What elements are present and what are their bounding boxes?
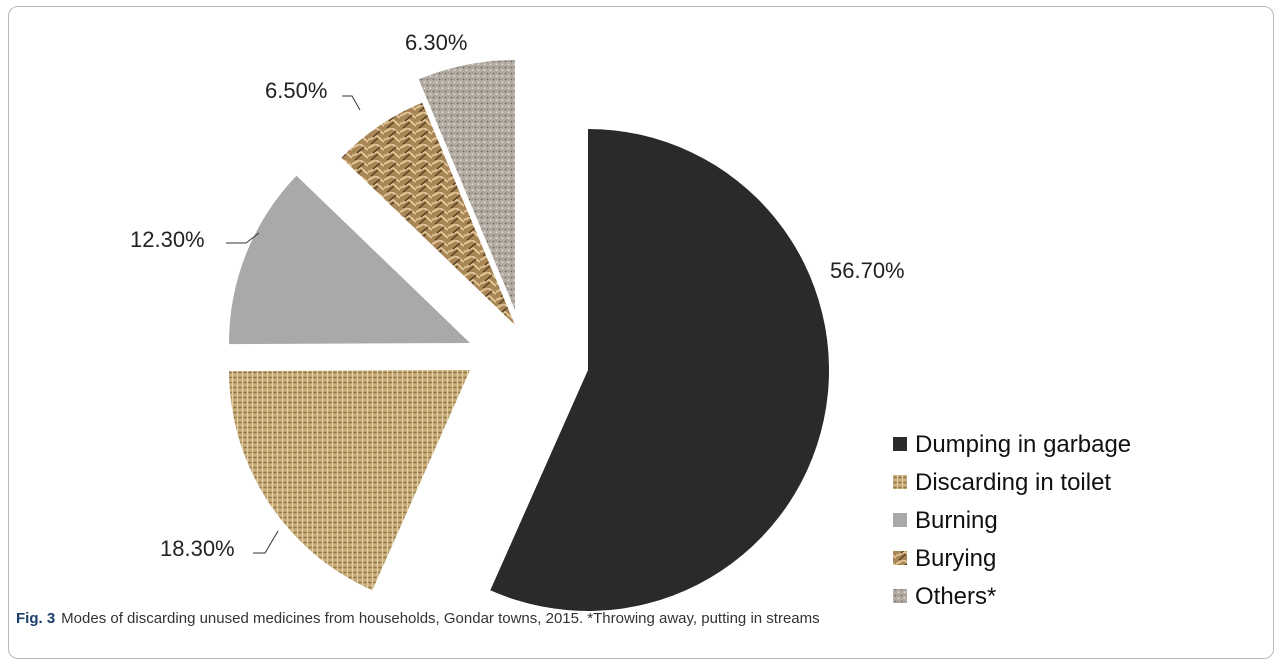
chart-legend: Dumping in garbage Discarding in toilet Bu…	[893, 431, 1131, 610]
legend-label-burning: Burning	[915, 507, 998, 534]
leader-line-burning	[226, 232, 260, 244]
slice-label-others: 6.30%	[405, 30, 467, 55]
figure-label: Fig. 3	[16, 610, 56, 627]
figure-caption: Fig. 3 Modes of discarding unused medicin…	[16, 610, 1266, 627]
slice-label-burning: 12.30%	[130, 227, 205, 252]
legend-swatch-discarding-in-toilet	[893, 475, 907, 489]
legend-label-dumping-in-garbage: Dumping in garbage	[915, 431, 1131, 458]
legend-swatch-dumping-in-garbage	[893, 437, 907, 451]
leader-line-discarding-in-toilet	[253, 530, 279, 554]
pie-slice-burying	[341, 102, 515, 325]
slice-label-burying: 6.50%	[265, 78, 327, 103]
pie-slice-dumping-in-garbage	[490, 129, 830, 612]
slice-label-discarding-in-toilet: 18.30%	[160, 536, 235, 561]
pie-slice-discarding-in-toilet	[229, 370, 470, 591]
legend-swatch-others	[893, 589, 907, 603]
legend-label-discarding-in-toilet: Discarding in toilet	[915, 469, 1111, 496]
legend-swatch-burning	[893, 513, 907, 527]
leader-line-burying	[342, 95, 361, 111]
pie-slice-burning	[228, 175, 470, 345]
caption-text: Modes of discarding unused medicines fro…	[61, 610, 820, 627]
legend-label-burying: Burying	[915, 545, 996, 572]
pie-slice-others	[418, 60, 515, 310]
legend-label-others: Others*	[915, 583, 996, 610]
slice-label-dumping-in-garbage: 56.70%	[830, 258, 905, 283]
legend-swatch-burying	[893, 551, 907, 565]
